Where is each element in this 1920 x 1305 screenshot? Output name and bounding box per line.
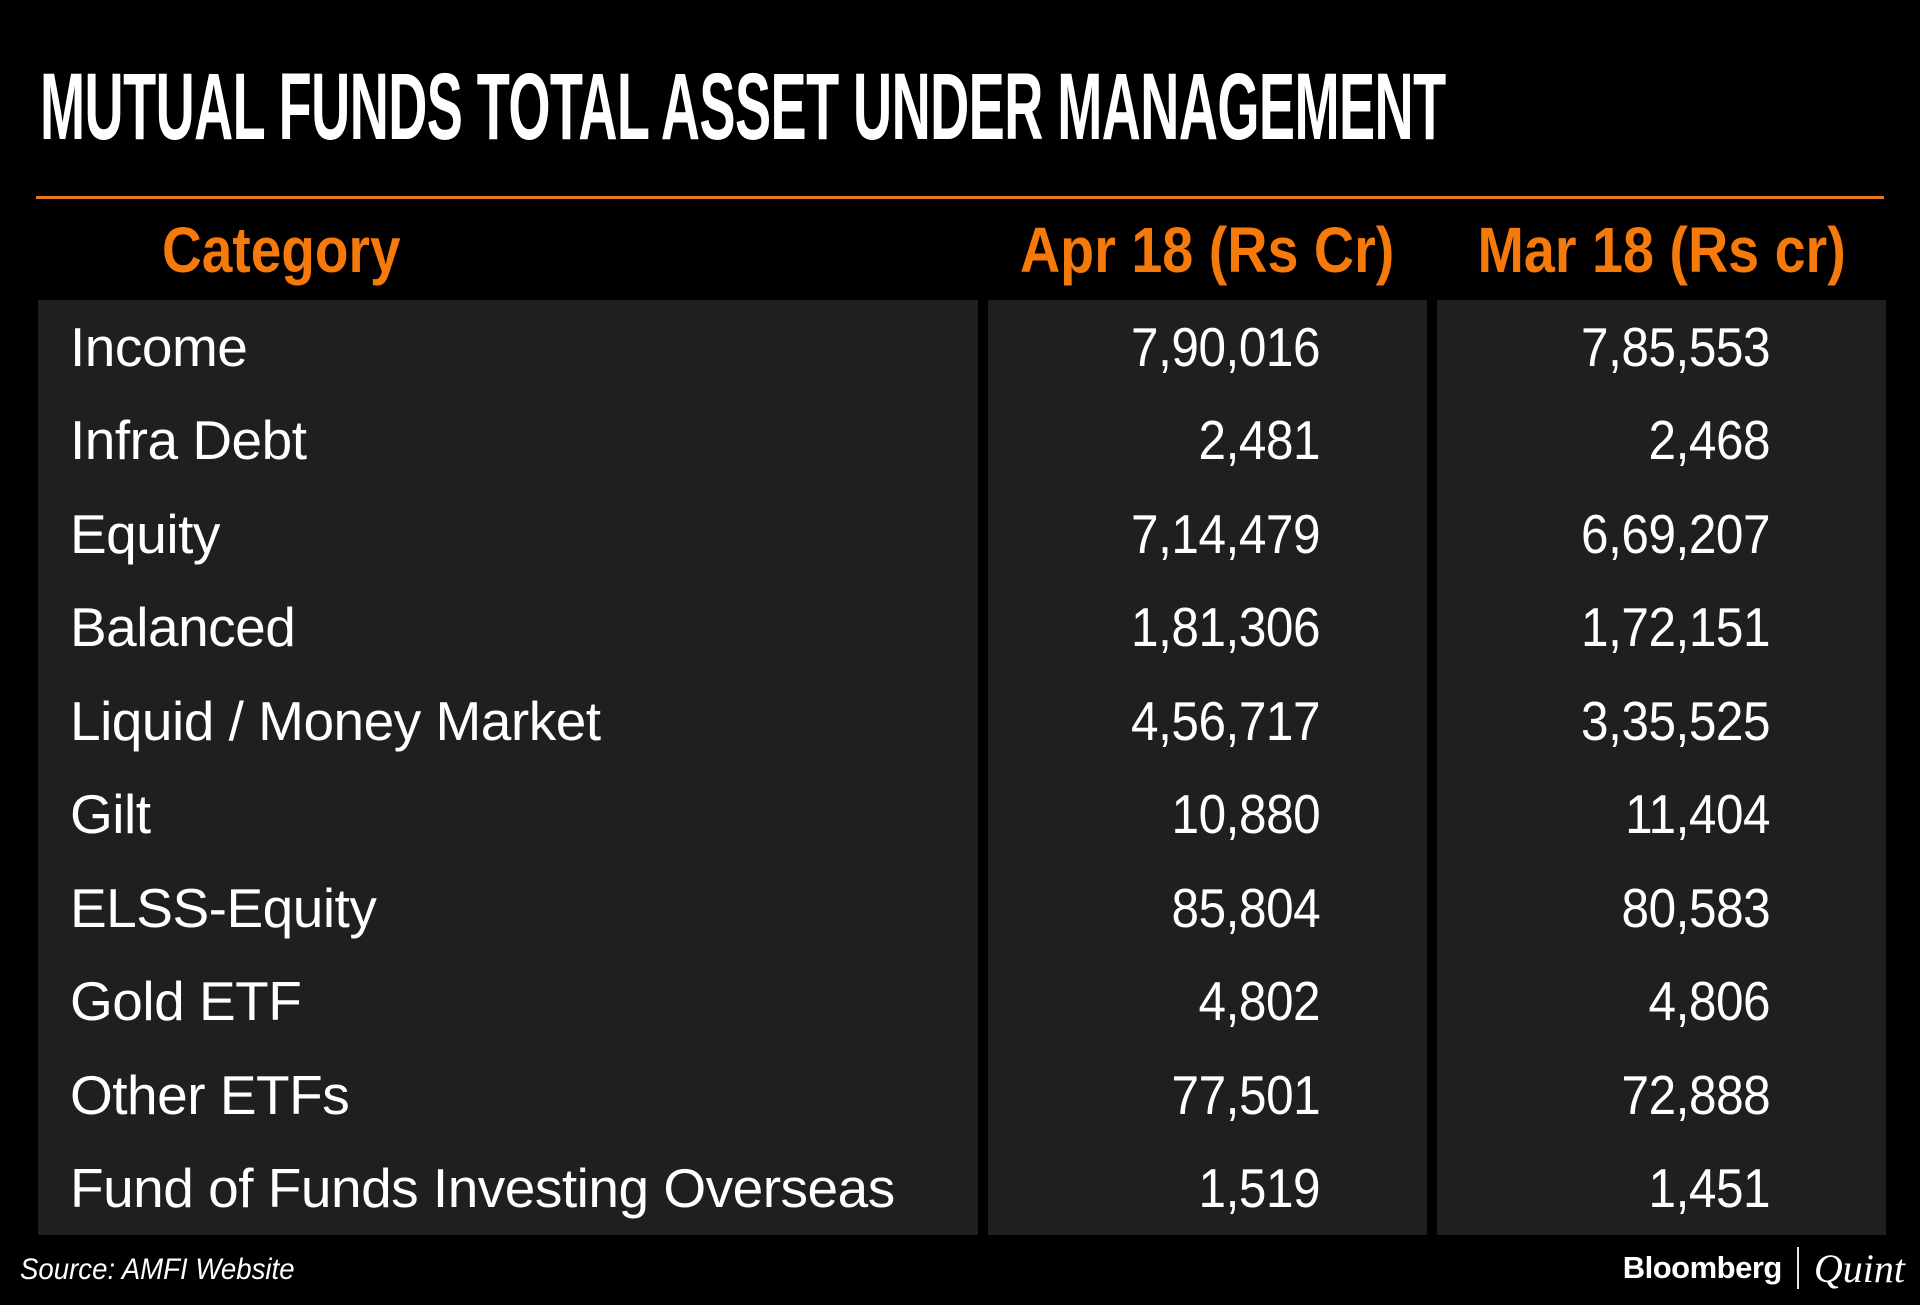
apr18-value: 7,14,479 bbox=[1130, 502, 1321, 565]
mar18-value: 6,69,207 bbox=[1580, 502, 1771, 565]
apr18-value-cell: 4,56,717 bbox=[988, 674, 1427, 768]
apr18-value: 4,56,717 bbox=[1130, 689, 1321, 752]
bloomberg-quint-logo: Bloomberg Quint bbox=[1623, 1243, 1905, 1293]
mar18-value-cell: 2,468 bbox=[1437, 393, 1886, 487]
logo-divider-bar bbox=[1796, 1247, 1799, 1289]
category-cell: Gilt bbox=[38, 767, 978, 861]
apr18-value: 1,519 bbox=[1198, 1157, 1320, 1220]
table-row: Liquid / Money Market 4,56,717 3,35,525 bbox=[38, 674, 1886, 768]
apr18-value: 1,81,306 bbox=[1130, 596, 1321, 659]
column-header-category: Category bbox=[162, 213, 401, 286]
category-cell: Other ETFs bbox=[38, 1048, 978, 1142]
apr18-value-cell: 4,802 bbox=[988, 954, 1427, 1048]
mar18-value: 1,72,151 bbox=[1580, 596, 1771, 659]
apr18-value-cell: 10,880 bbox=[988, 767, 1427, 861]
category-cell: Income bbox=[38, 300, 978, 394]
apr18-value: 77,501 bbox=[1171, 1063, 1320, 1126]
mar18-value-cell: 3,35,525 bbox=[1437, 674, 1886, 768]
mar18-value-cell: 4,806 bbox=[1437, 954, 1886, 1048]
mar18-value: 11,404 bbox=[1624, 783, 1770, 846]
apr18-value-cell: 85,804 bbox=[988, 861, 1427, 955]
table-row: Gold ETF 4,802 4,806 bbox=[38, 954, 1886, 1048]
category-cell: ELSS-Equity bbox=[38, 861, 978, 955]
apr18-value-cell: 7,14,479 bbox=[988, 487, 1427, 581]
column-header-apr18-label: Apr 18 (Rs Cr) bbox=[1020, 213, 1395, 286]
data-table: Income 7,90,016 7,85,553 Infra Debt 2,48… bbox=[38, 300, 1886, 1235]
table-row: Other ETFs 77,501 72,888 bbox=[38, 1048, 1886, 1142]
table-row: Infra Debt 2,481 2,468 bbox=[38, 393, 1886, 487]
accent-divider-line bbox=[36, 196, 1884, 199]
mar18-value-cell: 1,72,151 bbox=[1437, 580, 1886, 674]
mar18-value-cell: 6,69,207 bbox=[1437, 487, 1886, 581]
table-row: Equity 7,14,479 6,69,207 bbox=[38, 487, 1886, 581]
category-cell: Liquid / Money Market bbox=[38, 674, 978, 768]
mar18-value: 2,468 bbox=[1648, 409, 1770, 472]
mar18-value-cell: 72,888 bbox=[1437, 1048, 1886, 1142]
mar18-value: 80,583 bbox=[1621, 876, 1770, 939]
bloomberg-wordmark: Bloomberg bbox=[1622, 1250, 1783, 1285]
mar18-value-cell: 1,451 bbox=[1437, 1141, 1886, 1235]
mar18-value: 4,806 bbox=[1648, 970, 1770, 1033]
apr18-value-cell: 7,90,016 bbox=[988, 300, 1427, 394]
column-header-mar18-label: Mar 18 (Rs cr) bbox=[1477, 213, 1846, 286]
apr18-value: 85,804 bbox=[1171, 876, 1320, 939]
mar18-value-cell: 80,583 bbox=[1437, 861, 1886, 955]
table-row: Balanced 1,81,306 1,72,151 bbox=[38, 580, 1886, 674]
apr18-value-cell: 2,481 bbox=[988, 393, 1427, 487]
column-header-apr18: Apr 18 (Rs Cr) bbox=[988, 199, 1427, 300]
mar18-value: 1,451 bbox=[1648, 1157, 1770, 1220]
mar18-value: 7,85,553 bbox=[1580, 315, 1771, 378]
table-row: Gilt 10,880 11,404 bbox=[38, 767, 1886, 861]
category-cell: Equity bbox=[38, 487, 978, 581]
mar18-value: 3,35,525 bbox=[1580, 689, 1771, 752]
page-title: MUTUAL FUNDS TOTAL ASSET UNDER MANAGEMEN… bbox=[40, 54, 1446, 160]
category-cell: Infra Debt bbox=[38, 393, 978, 487]
table-row: Income 7,90,016 7,85,553 bbox=[38, 300, 1886, 394]
table-row: ELSS-Equity 85,804 80,583 bbox=[38, 861, 1886, 955]
mar18-value-cell: 7,85,553 bbox=[1437, 300, 1886, 394]
category-cell: Gold ETF bbox=[38, 954, 978, 1048]
apr18-value-cell: 1,81,306 bbox=[988, 580, 1427, 674]
apr18-value: 4,802 bbox=[1198, 970, 1320, 1033]
category-cell: Balanced bbox=[38, 580, 978, 674]
column-header-mar18: Mar 18 (Rs cr) bbox=[1437, 199, 1886, 300]
mar18-value-cell: 11,404 bbox=[1437, 767, 1886, 861]
category-cell: Fund of Funds Investing Overseas bbox=[38, 1141, 978, 1235]
apr18-value-cell: 77,501 bbox=[988, 1048, 1427, 1142]
source-attribution: Source: AMFI Website bbox=[20, 1253, 295, 1286]
mar18-value: 72,888 bbox=[1621, 1063, 1770, 1126]
apr18-value: 10,880 bbox=[1171, 783, 1320, 846]
quint-wordmark: Quint bbox=[1813, 1245, 1905, 1291]
apr18-value: 2,481 bbox=[1198, 409, 1320, 472]
apr18-value-cell: 1,519 bbox=[988, 1141, 1427, 1235]
apr18-value: 7,90,016 bbox=[1130, 315, 1321, 378]
table-header-row: Category Apr 18 (Rs Cr) Mar 18 (Rs cr) bbox=[0, 199, 1920, 300]
table-row: Fund of Funds Investing Overseas 1,519 1… bbox=[38, 1141, 1886, 1235]
